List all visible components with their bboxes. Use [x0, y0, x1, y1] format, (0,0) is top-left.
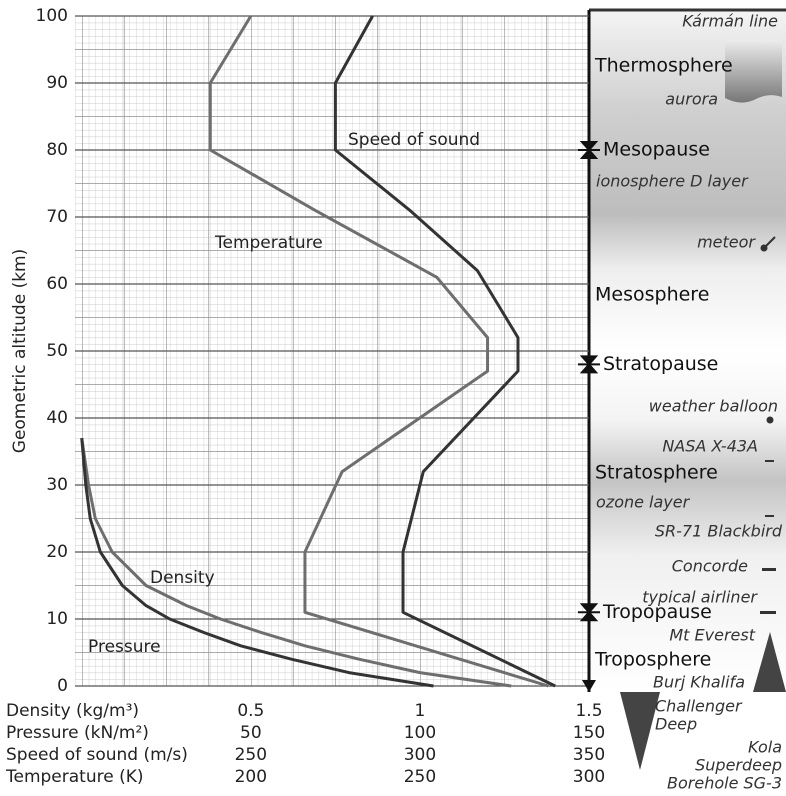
sky-panel [589, 10, 786, 692]
annotation: aurora [665, 90, 718, 109]
plane-icon [765, 460, 774, 462]
x-axis-title: Density (kg/m³) [6, 701, 139, 721]
x-tick-label: 350 [573, 745, 605, 765]
boundary-label: Mesopause [603, 139, 710, 161]
annotation: Mt Everest [669, 626, 755, 645]
annotation: weather balloon [649, 397, 778, 416]
x-axis-title: Pressure (kN/m²) [6, 723, 149, 743]
boundary-marker [578, 603, 600, 622]
series-label: Density [150, 568, 215, 588]
annotation: Kármán line [682, 12, 778, 31]
y-tick-label: 100 [36, 6, 68, 26]
x-tick-label: 250 [404, 767, 436, 787]
series-line [208, 15, 549, 688]
y-tick-label: 30 [46, 475, 68, 495]
x-tick-label: 1.5 [575, 701, 602, 721]
y-tick-label: 50 [46, 341, 68, 361]
balloon-icon [766, 416, 774, 424]
annotation: typical airliner [642, 588, 758, 607]
y-tick-label: 40 [46, 408, 68, 428]
x-tick-label: 300 [404, 745, 436, 765]
x-tick-label: 0.5 [237, 701, 264, 721]
boundary-label: Tropopause [602, 601, 712, 623]
y-tick-label: 80 [46, 140, 68, 160]
x-tick-label: 200 [235, 767, 267, 787]
trench-icon [620, 692, 660, 770]
annotation: ionosphere D layer [596, 172, 749, 191]
annotation: Concorde [672, 557, 748, 576]
annotation: Deep [655, 715, 697, 734]
plane-icon [760, 611, 776, 614]
boundary-marker [578, 141, 600, 159]
x-tick-label: 150 [573, 723, 605, 743]
layer-label: Thermosphere [594, 55, 733, 77]
layer-label: Troposphere [594, 649, 711, 671]
y-tick-label: 90 [46, 73, 68, 93]
annotation: ozone layer [596, 493, 691, 512]
annotation: NASA X-43A [662, 437, 758, 456]
mountain-icon [753, 632, 786, 692]
x-axis-title: Temperature (K) [5, 767, 144, 787]
series-label: Temperature [214, 233, 323, 253]
axis-arrow [582, 680, 596, 692]
x-tick-label: 300 [573, 767, 605, 787]
y-tick-label: 70 [46, 207, 68, 227]
boundary-label: Stratopause [603, 353, 718, 375]
annotation: Superdeep [695, 756, 782, 775]
y-tick-label: 20 [46, 542, 68, 562]
x-tick-label: 1 [415, 701, 426, 721]
plane-icon [765, 515, 774, 517]
x-tick-label: 250 [235, 745, 267, 765]
x-tick-label: 50 [240, 723, 262, 743]
layer-label: Mesosphere [595, 284, 709, 306]
x-tick-label: 100 [404, 723, 436, 743]
annotation: SR-71 Blackbird [655, 522, 783, 541]
series-line [80, 437, 434, 688]
annotation: Kola [748, 738, 782, 757]
series-line [80, 437, 512, 688]
aurora-shape [725, 40, 782, 103]
y-tick-label: 10 [46, 609, 68, 629]
meteor-trail [763, 236, 776, 249]
y-axis-title: Geometric altitude (km) [10, 249, 30, 453]
annotation: Borehole SG-3 [667, 774, 782, 793]
series-line [333, 15, 556, 688]
series-label: Pressure [88, 637, 161, 657]
series-label: Speed of sound [348, 130, 480, 150]
annotation: Burj Khalifa [653, 673, 745, 692]
annotation: Challenger [655, 697, 743, 716]
layer-label: Stratosphere [595, 462, 718, 484]
plane-icon [762, 568, 776, 571]
x-axis-title: Speed of sound (m/s) [6, 745, 188, 765]
y-tick-label: 0 [57, 676, 68, 696]
boundary-marker [578, 355, 600, 374]
annotation: meteor [697, 233, 756, 252]
y-tick-label: 60 [46, 274, 68, 294]
